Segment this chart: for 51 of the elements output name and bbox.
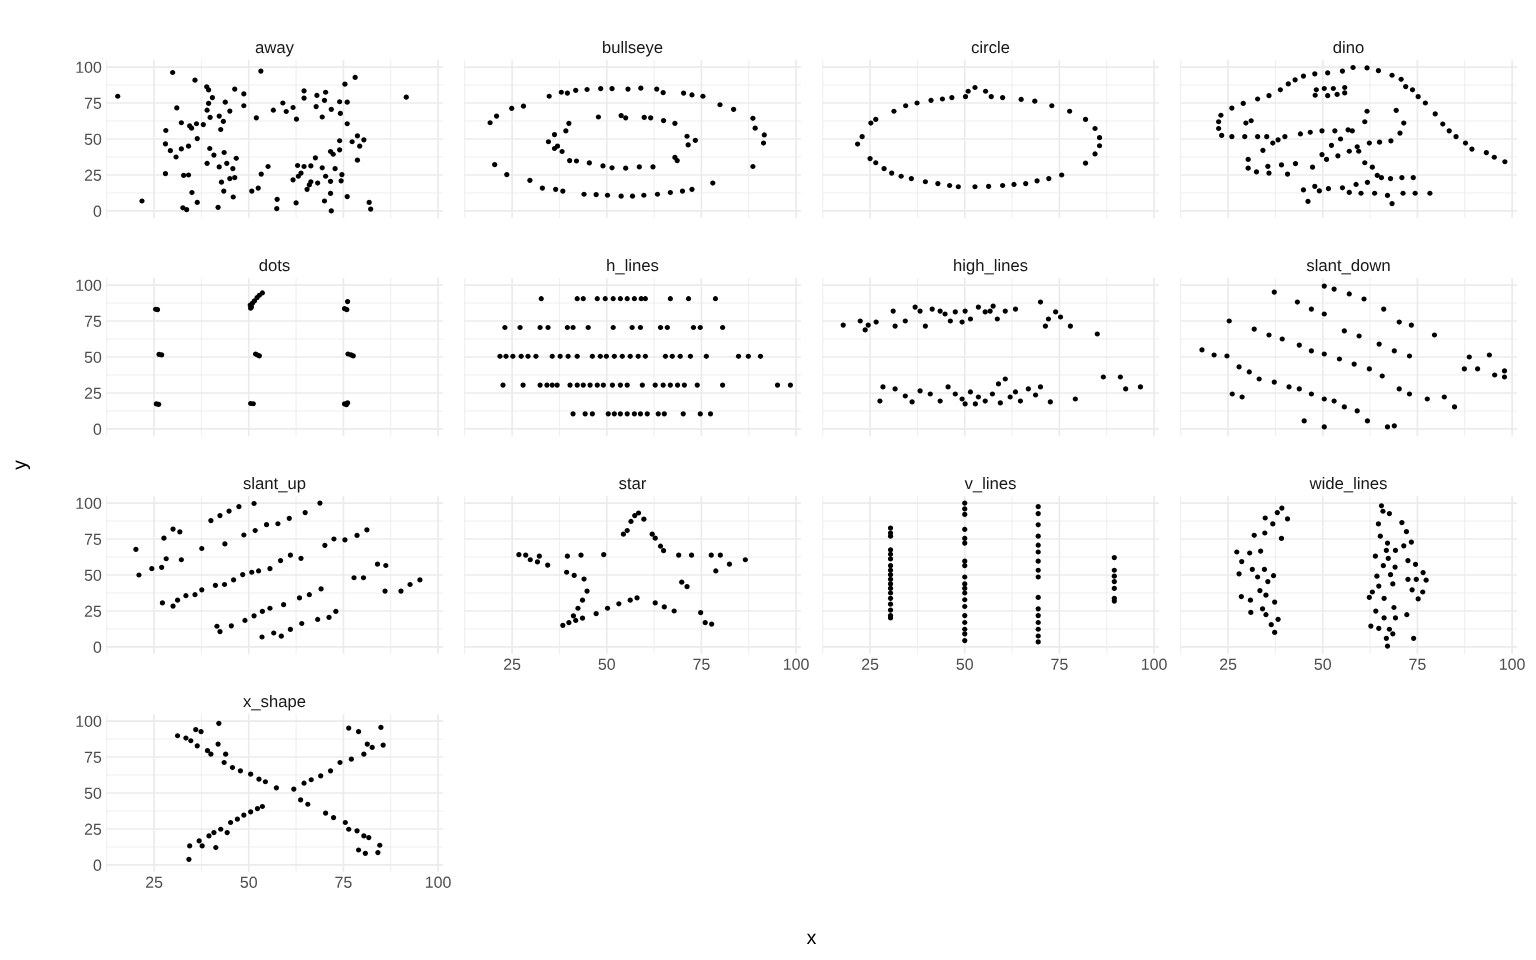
y-tick-label: 50 xyxy=(84,133,102,145)
x-tick-label: 25 xyxy=(1220,658,1237,670)
x-tick-label: 25 xyxy=(862,658,879,670)
y-tick-label: 50 xyxy=(84,787,102,799)
chart-title: bullseye xyxy=(603,40,663,57)
x-tick-label: 25 xyxy=(504,658,521,670)
x-tick-label: 50 xyxy=(956,658,974,670)
chart-title: x_shape xyxy=(243,694,306,711)
y-tick-label: 0 xyxy=(93,641,102,653)
chart-title: slant_up xyxy=(243,476,306,493)
x-tick-label: 100 xyxy=(1141,658,1167,670)
chart-title: h_lines xyxy=(607,258,659,275)
y-tick-label: 75 xyxy=(84,315,102,327)
x-tick-label: 50 xyxy=(598,658,616,670)
y-tick-label: 100 xyxy=(76,61,102,73)
x-tick-label: 50 xyxy=(240,876,258,888)
chart-title: wide_lines xyxy=(1309,476,1387,493)
x-axis-title: x xyxy=(806,933,817,945)
x-tick-label: 50 xyxy=(1314,658,1332,670)
x-tick-label: 100 xyxy=(1499,658,1525,670)
y-tick-label: 100 xyxy=(76,715,102,727)
chart-title: slant_down xyxy=(1306,258,1390,275)
y-tick-label: 25 xyxy=(84,387,102,399)
x-tick-label: 100 xyxy=(425,876,451,888)
chart-title: dino xyxy=(1333,40,1364,54)
y-tick-label: 25 xyxy=(84,605,102,617)
y-tick-label: 0 xyxy=(93,423,102,435)
x-tick-label: 75 xyxy=(335,876,352,888)
x-tick-label: 100 xyxy=(783,658,809,670)
chart-title: v_lines xyxy=(964,476,1016,493)
x-tick-label: 75 xyxy=(693,658,710,670)
y-tick-label: 50 xyxy=(84,569,102,581)
chart-title: circle xyxy=(971,40,1010,54)
y-tick-label: 100 xyxy=(76,497,102,509)
y-tick-label: 25 xyxy=(84,823,102,835)
y-tick-label: 75 xyxy=(84,533,102,545)
y-tick-label: 100 xyxy=(76,279,102,291)
x-tick-label: 75 xyxy=(1409,658,1426,670)
y-tick-label: 50 xyxy=(84,351,102,363)
y-tick-label: 0 xyxy=(93,859,102,871)
x-tick-label: 25 xyxy=(146,876,163,888)
chart-title: away xyxy=(255,44,294,57)
y-tick-label: 0 xyxy=(93,205,102,217)
y-tick-label: 25 xyxy=(84,169,102,181)
y-tick-label: 75 xyxy=(84,97,102,109)
y-tick-label: 75 xyxy=(84,751,102,763)
y-axis-title: y xyxy=(15,460,30,470)
chart-title: high_lines xyxy=(954,258,1028,275)
x-tick-label: 75 xyxy=(1051,658,1068,670)
chart-title: star xyxy=(619,478,647,490)
chart-title: dots xyxy=(259,258,290,272)
